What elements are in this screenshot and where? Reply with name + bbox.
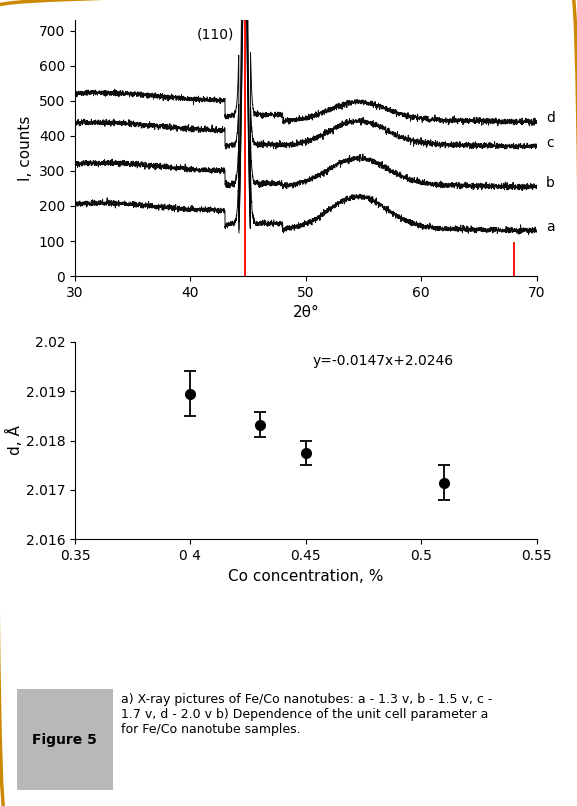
Text: Figure 5: Figure 5	[32, 733, 98, 746]
Y-axis label: d, Å: d, Å	[6, 426, 23, 455]
Text: a) X-ray pictures of Fe/Co nanotubes: a - 1.3 v, b - 1.5 v, c -
1.7 v, d - 2.0 v: a) X-ray pictures of Fe/Co nanotubes: a …	[121, 693, 493, 736]
Text: y=-0.0147x+2.0246: y=-0.0147x+2.0246	[313, 355, 454, 368]
X-axis label: 2θ°: 2θ°	[293, 305, 319, 320]
Text: (110): (110)	[197, 27, 234, 41]
Text: b: b	[546, 177, 554, 190]
X-axis label: Co concentration, %: Co concentration, %	[228, 569, 384, 584]
Text: d: d	[546, 111, 554, 125]
Y-axis label: I, counts: I, counts	[18, 115, 33, 181]
Text: a: a	[546, 220, 554, 234]
Text: c: c	[546, 136, 553, 150]
